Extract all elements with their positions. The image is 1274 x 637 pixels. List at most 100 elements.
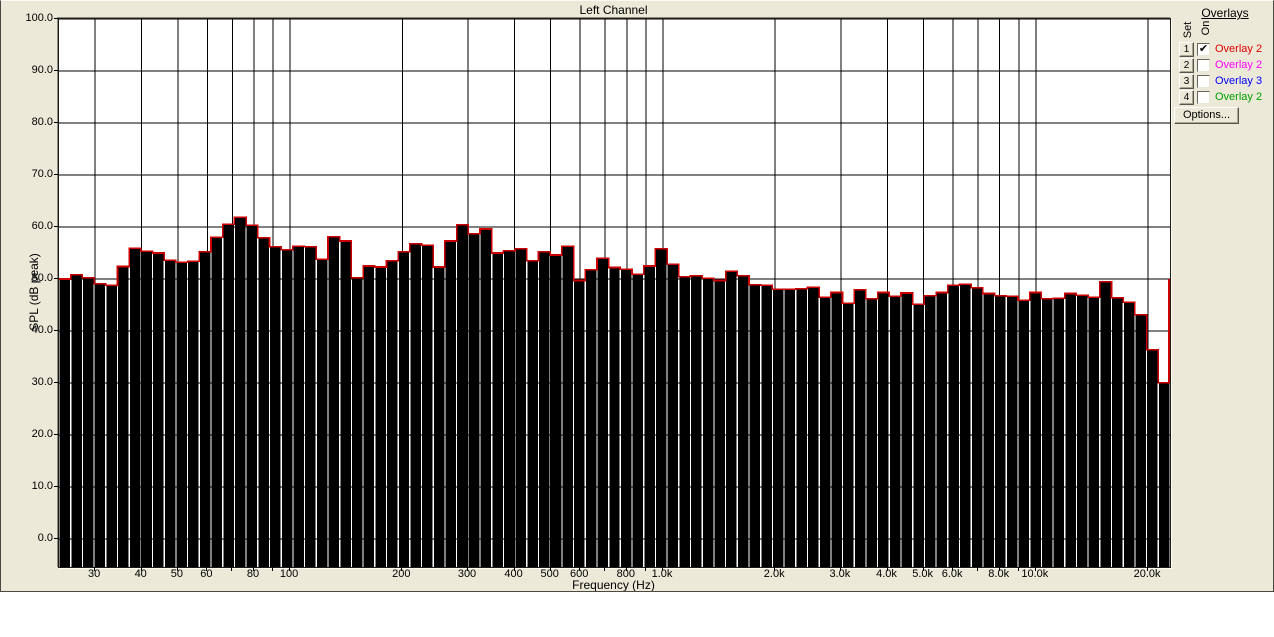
spl-bar <box>889 296 901 567</box>
spl-bar <box>480 229 492 567</box>
overlay-set-button-3[interactable]: 3 <box>1179 74 1194 89</box>
spl-bar <box>714 280 725 567</box>
spl-bar <box>153 252 164 567</box>
spl-bar <box>422 245 433 567</box>
overlay-on-checkbox-2[interactable] <box>1197 59 1210 72</box>
x-tick-label: 6.0k <box>941 568 963 580</box>
spl-bar <box>305 246 316 567</box>
overlays-set-column-label: Set <box>1182 21 1194 39</box>
x-tick-label: 100 <box>279 568 299 580</box>
spl-bar <box>281 249 293 567</box>
spl-bar <box>235 217 246 567</box>
x-tick-label: 20.0k <box>1133 568 1161 580</box>
spl-bar <box>597 258 609 567</box>
spl-bar <box>796 288 807 567</box>
spl-bar <box>363 265 375 567</box>
overlay-set-button-4[interactable]: 4 <box>1179 90 1194 105</box>
x-tick-mark <box>176 567 178 571</box>
x-tick-label: 60 <box>200 568 213 580</box>
spectrum-plot[interactable] <box>58 18 1171 568</box>
spl-bar <box>960 284 971 567</box>
spl-bar <box>1053 298 1065 567</box>
y-tick-mark <box>54 330 58 331</box>
spl-bar <box>749 284 761 567</box>
spl-bar <box>1100 281 1111 567</box>
overlays-on-column-label: On <box>1200 20 1212 36</box>
spl-bar <box>410 243 421 567</box>
x-tick-mark <box>401 567 403 571</box>
spl-bar <box>129 248 141 567</box>
x-tick-mark <box>886 567 888 571</box>
spl-bar <box>82 277 94 567</box>
spl-bar <box>995 295 1006 567</box>
x-tick-label: 600 <box>570 568 589 580</box>
spl-bar <box>445 241 457 567</box>
x-tick-mark <box>467 567 468 571</box>
spl-bar <box>176 262 188 567</box>
x-tick-mark <box>231 567 233 571</box>
overlay-on-checkbox-3[interactable] <box>1197 75 1210 88</box>
y-tick-label: 20.0 <box>31 427 53 440</box>
y-tick-mark <box>54 433 58 435</box>
spl-bar <box>1123 302 1135 567</box>
spl-bar <box>819 297 831 567</box>
overlay-on-checkbox-4[interactable] <box>1197 91 1210 104</box>
spl-bar <box>784 289 796 567</box>
spl-bar <box>316 259 328 567</box>
spl-bar <box>761 285 772 567</box>
y-tick-label: 60.0 <box>31 220 53 232</box>
overlays-header: Overlays <box>1201 6 1249 20</box>
x-tick-label: 80 <box>246 568 260 580</box>
spl-bar <box>609 267 620 567</box>
spl-bar <box>843 303 854 567</box>
x-tick-mark <box>206 567 208 571</box>
spl-bar <box>901 293 913 567</box>
spl-bar <box>340 241 351 567</box>
x-tick-mark <box>549 567 551 571</box>
x-tick-mark <box>513 567 515 571</box>
y-tick-mark <box>54 174 58 175</box>
x-tick-mark <box>1147 567 1149 571</box>
y-tick-mark <box>54 18 58 19</box>
overlay-set-button-1[interactable]: 1 <box>1179 42 1194 57</box>
y-tick-mark <box>54 278 58 279</box>
spl-bar <box>515 248 527 567</box>
spl-bar <box>293 246 304 567</box>
y-tick-label: 100.0 <box>25 12 53 24</box>
spl-bar <box>270 246 281 567</box>
spl-bar <box>211 237 223 567</box>
spl-bar <box>1088 297 1100 567</box>
chart-title: Left Channel <box>579 3 648 17</box>
spl-bar <box>772 289 784 567</box>
spl-bar <box>457 224 468 567</box>
x-tick-mark <box>662 567 663 571</box>
x-tick-mark <box>604 567 606 571</box>
spl-bar <box>71 274 82 567</box>
spl-bar <box>387 260 398 567</box>
x-tick-mark <box>1034 567 1036 571</box>
spl-bar <box>620 269 632 567</box>
spl-bar <box>679 276 690 567</box>
x-tick-label: 400 <box>504 568 523 580</box>
options-button[interactable]: Options... <box>1174 107 1239 124</box>
spl-bar <box>1006 296 1018 567</box>
spl-bar <box>328 236 340 567</box>
y-tick-mark <box>54 122 58 123</box>
spl-bar <box>94 283 106 567</box>
spl-bar <box>925 295 936 567</box>
y-axis-title: SPL (dB peak) <box>27 253 41 331</box>
y-tick-label: 90.0 <box>31 64 53 76</box>
spl-bar <box>1147 349 1158 567</box>
overlay-set-button-2[interactable]: 2 <box>1179 58 1194 73</box>
spl-bar <box>726 271 737 567</box>
overlay-on-checkbox-1[interactable]: ✔ <box>1197 43 1210 56</box>
x-tick-mark <box>1017 567 1019 571</box>
spl-bar <box>702 278 714 567</box>
spl-bar <box>831 292 842 567</box>
spl-bar <box>1112 297 1123 567</box>
spl-bar <box>223 224 234 567</box>
x-tick-mark <box>579 567 581 571</box>
spl-bar <box>1065 293 1076 567</box>
x-tick-label: 500 <box>540 568 559 580</box>
spl-bar <box>492 252 503 567</box>
